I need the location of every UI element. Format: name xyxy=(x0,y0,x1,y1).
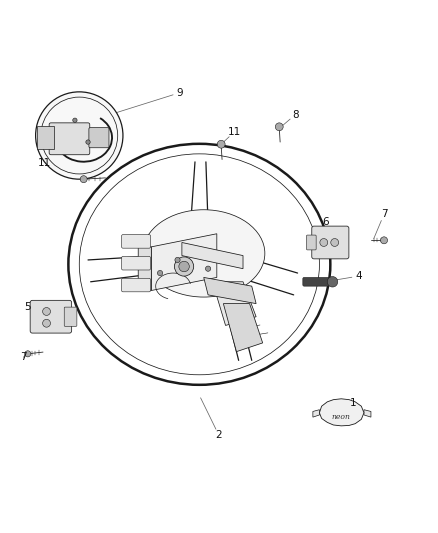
Circle shape xyxy=(80,176,87,183)
FancyBboxPatch shape xyxy=(303,277,329,286)
Text: 5: 5 xyxy=(25,302,31,312)
Circle shape xyxy=(217,140,225,148)
Polygon shape xyxy=(223,304,263,352)
Circle shape xyxy=(35,92,123,179)
Ellipse shape xyxy=(143,210,265,297)
Circle shape xyxy=(73,118,77,123)
Text: 9: 9 xyxy=(177,88,183,98)
Text: 1: 1 xyxy=(350,398,357,408)
Circle shape xyxy=(381,237,388,244)
FancyBboxPatch shape xyxy=(122,256,150,270)
Circle shape xyxy=(205,266,211,271)
Polygon shape xyxy=(204,277,256,304)
FancyBboxPatch shape xyxy=(122,235,150,248)
Text: 7: 7 xyxy=(381,209,387,219)
Polygon shape xyxy=(212,282,256,326)
FancyBboxPatch shape xyxy=(122,278,150,292)
Polygon shape xyxy=(313,410,319,417)
FancyBboxPatch shape xyxy=(64,307,77,326)
FancyBboxPatch shape xyxy=(312,226,349,259)
Text: 4: 4 xyxy=(355,271,362,281)
Text: 8: 8 xyxy=(292,110,299,119)
Text: 2: 2 xyxy=(215,431,223,440)
Circle shape xyxy=(331,239,339,246)
Polygon shape xyxy=(151,234,217,290)
Polygon shape xyxy=(182,243,243,269)
Circle shape xyxy=(42,308,50,316)
Text: 7: 7 xyxy=(20,352,27,362)
Text: 11: 11 xyxy=(228,127,241,137)
Circle shape xyxy=(276,123,283,131)
Circle shape xyxy=(86,140,90,144)
Text: 11: 11 xyxy=(38,158,51,167)
Circle shape xyxy=(320,239,328,246)
FancyBboxPatch shape xyxy=(307,235,316,250)
Polygon shape xyxy=(138,247,151,290)
Text: neon: neon xyxy=(332,413,351,421)
Circle shape xyxy=(25,351,31,357)
Circle shape xyxy=(327,277,338,287)
FancyBboxPatch shape xyxy=(89,128,109,148)
Text: 6: 6 xyxy=(323,217,329,227)
FancyBboxPatch shape xyxy=(37,126,54,149)
Polygon shape xyxy=(319,399,364,426)
Circle shape xyxy=(175,257,180,263)
Circle shape xyxy=(174,257,194,276)
Polygon shape xyxy=(364,410,371,417)
Circle shape xyxy=(179,261,189,272)
FancyBboxPatch shape xyxy=(30,300,72,333)
FancyBboxPatch shape xyxy=(49,123,90,155)
Circle shape xyxy=(42,319,50,327)
Circle shape xyxy=(157,270,162,276)
